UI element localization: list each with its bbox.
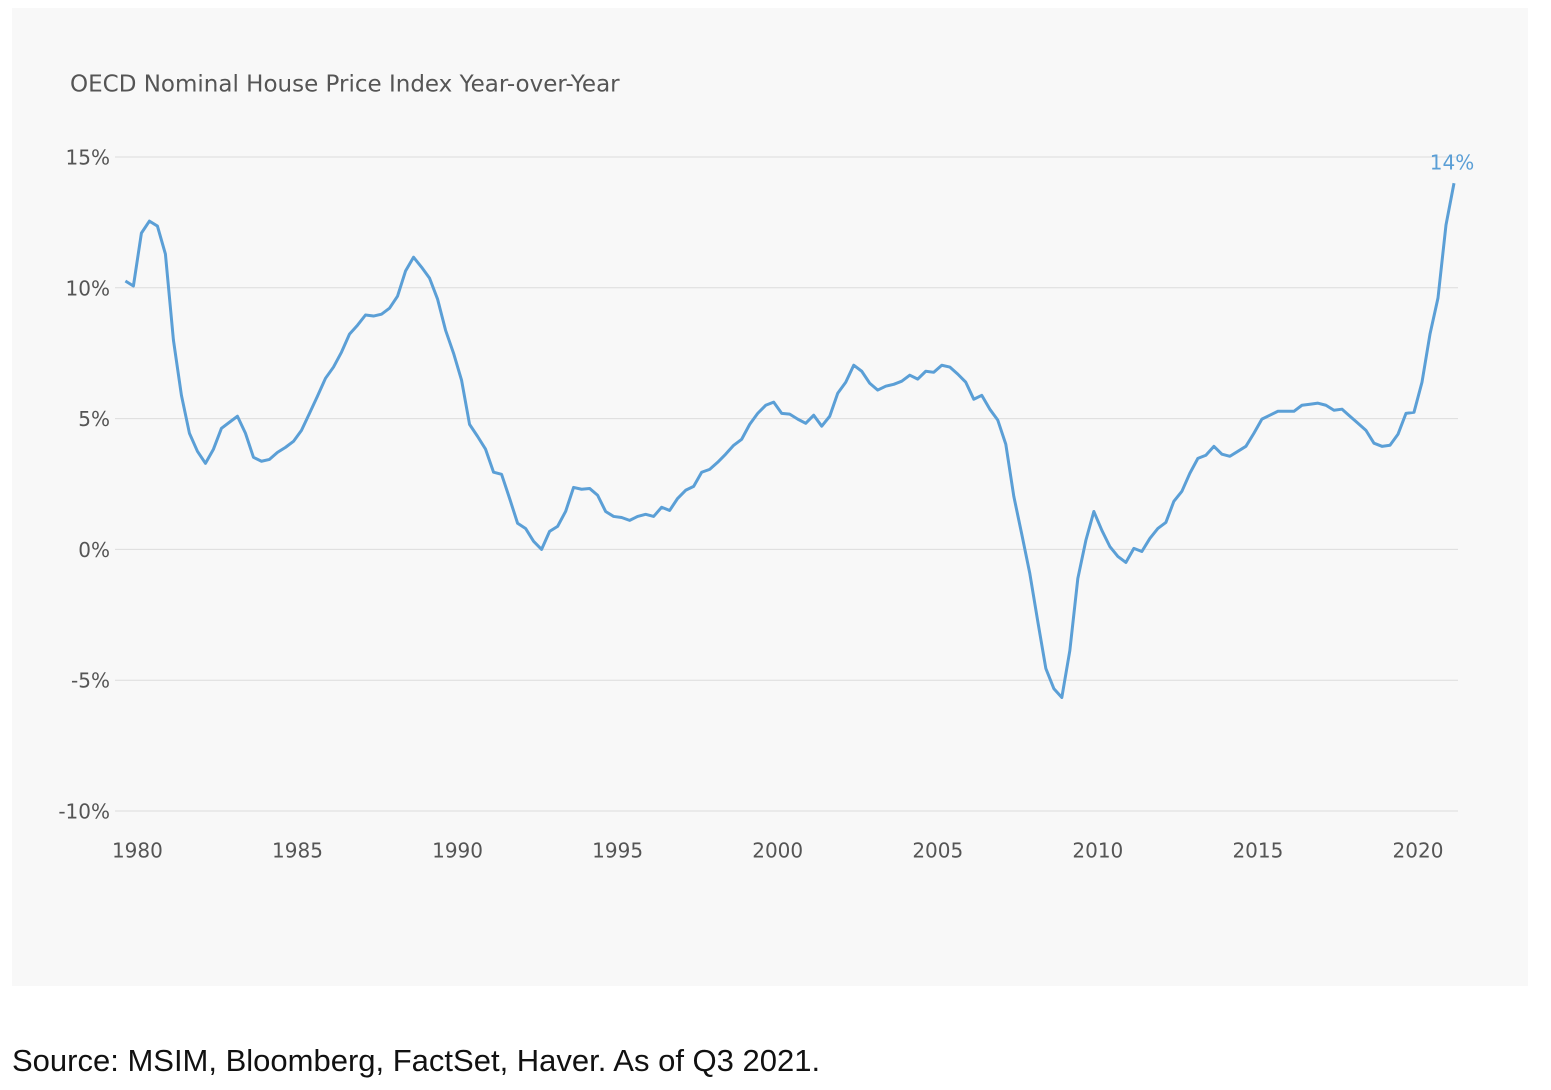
y-tick-label: -5% (71, 669, 110, 693)
x-tick-label: 1985 (272, 839, 323, 863)
x-tick-label: 2015 (1232, 839, 1283, 863)
x-tick-label: 2005 (912, 839, 963, 863)
x-tick-label: 2000 (752, 839, 803, 863)
data-label: 14% (1430, 151, 1474, 175)
y-tick-label: -10% (58, 800, 110, 824)
x-tick-label: 1995 (592, 839, 643, 863)
x-tick-label: 2020 (1393, 839, 1444, 863)
y-tick-label: 15% (66, 146, 110, 170)
source: Source: MSIM, Bloomberg, FactSet, Haver.… (12, 1043, 820, 1078)
y-tick-label: 10% (66, 276, 110, 300)
line (124, 182, 1456, 699)
x-tick-label: 1980 (112, 839, 163, 863)
x-tick-label: 2010 (1072, 839, 1123, 863)
x-tick-label: 1990 (432, 839, 483, 863)
panel (12, 8, 1528, 986)
y-tick-label: 5% (78, 407, 110, 431)
y-tick-label: 0% (78, 538, 110, 562)
chart-title: OECD Nominal House Price Index Year-over… (70, 72, 620, 98)
